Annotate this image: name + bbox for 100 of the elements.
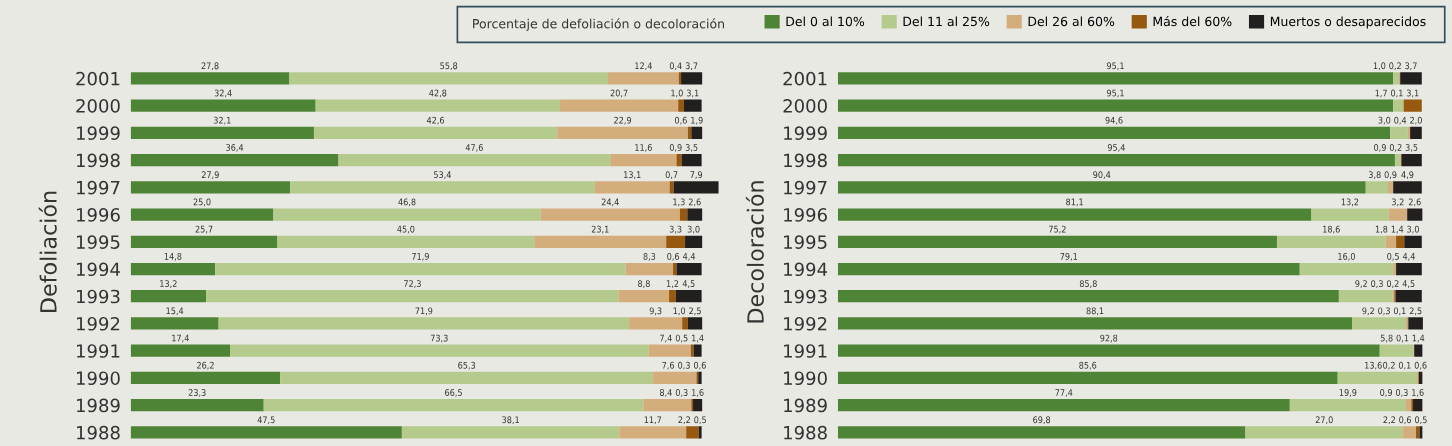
data-label: 3,3 xyxy=(669,225,682,234)
data-label: 0,1 xyxy=(1398,361,1411,370)
data-label: 90,4 xyxy=(1093,171,1111,179)
y-tick-label: 1997 xyxy=(76,180,120,195)
data-label: 3,0 xyxy=(687,225,700,234)
y-tick-label: 1990 xyxy=(76,371,120,386)
data-label: 5,8 xyxy=(1380,334,1393,343)
legend-title: Porcentaje de defoliación o decoloración xyxy=(473,18,724,31)
data-label: 3,7 xyxy=(685,62,698,71)
data-label: 13,6 xyxy=(1365,361,1382,370)
data-label: 0,9 xyxy=(1374,144,1386,152)
data-label: 36,4 xyxy=(226,144,244,152)
data-label: 0,3 xyxy=(1371,280,1383,288)
data-label: 3,5 xyxy=(1405,144,1418,152)
data-label: 3,1 xyxy=(1406,89,1419,98)
y-tick-label: 1999 xyxy=(784,126,827,140)
data-label: 42,8 xyxy=(429,89,447,98)
y-tick-label: 1998 xyxy=(784,153,827,168)
data-label: 92,8 xyxy=(1100,334,1118,343)
data-label: 94,6 xyxy=(1105,116,1123,125)
data-label: 15,4 xyxy=(166,307,184,316)
data-label: 7,9 xyxy=(690,171,703,179)
y-tick-label: 1994 xyxy=(76,262,120,277)
data-label: 2,0 xyxy=(1410,116,1422,125)
data-label: 0,1 xyxy=(1391,89,1403,98)
data-label: 0,1 xyxy=(1396,334,1409,343)
y-tick-label: 1989 xyxy=(784,398,827,413)
data-label: 0,2 xyxy=(1386,280,1399,288)
y-tick-label: 1997 xyxy=(784,180,827,195)
data-label: 0,5 xyxy=(694,416,706,425)
data-label: 25,7 xyxy=(195,225,213,234)
data-label: 71,9 xyxy=(412,252,429,261)
data-label: 2,5 xyxy=(689,307,701,316)
y-tick-label: 1998 xyxy=(76,153,120,168)
data-label: 9,3 xyxy=(649,307,662,316)
data-label: 22,9 xyxy=(614,116,632,125)
y-tick-label: 2000 xyxy=(783,99,827,113)
data-label: 12,4 xyxy=(635,62,652,71)
y-axis-title: Defoliación xyxy=(38,191,57,312)
data-label: 81,1 xyxy=(1066,198,1083,207)
y-tick-label: 1990 xyxy=(784,371,827,386)
data-label: 77,4 xyxy=(1055,389,1073,397)
y-tick-label: 1996 xyxy=(76,208,120,222)
data-label: 13,2 xyxy=(1341,198,1359,207)
data-label: 0,5 xyxy=(675,334,688,343)
data-label: 3,2 xyxy=(1392,198,1404,207)
data-label: 0,2 xyxy=(1389,62,1401,71)
y-tick-label: 1991 xyxy=(76,344,120,358)
data-label: 32,1 xyxy=(213,116,231,125)
data-label: 1,3 xyxy=(673,198,685,207)
data-label: 4,4 xyxy=(682,253,696,261)
data-label: 4,5 xyxy=(682,280,695,288)
data-label: 71,9 xyxy=(415,307,433,316)
data-label: 3,8 xyxy=(1368,171,1381,179)
y-tick-label: 1999 xyxy=(76,126,120,140)
y-tick-label: 1993 xyxy=(76,289,120,304)
data-label: 0,2 xyxy=(1389,144,1402,152)
data-label: 85,6 xyxy=(1079,361,1097,370)
data-label: 1,0 xyxy=(673,307,686,316)
data-label: 95,1 xyxy=(1106,62,1124,71)
data-label: 1,2 xyxy=(666,280,679,288)
data-label: 79,1 xyxy=(1060,252,1078,261)
data-label: 23,1 xyxy=(591,225,609,234)
data-label: 9,2 xyxy=(1355,280,1367,288)
data-label: 19,9 xyxy=(1339,389,1357,397)
data-label: 0,5 xyxy=(1387,252,1399,261)
legend-label: Del 11 al 25% xyxy=(903,16,990,27)
data-label: 3,7 xyxy=(1405,62,1417,71)
data-label: 0,3 xyxy=(678,361,690,370)
data-label: 8,8 xyxy=(638,280,650,288)
y-tick-label: 1995 xyxy=(76,235,120,249)
y-tick-label: 1988 xyxy=(784,425,827,440)
data-label: 1,4 xyxy=(692,334,704,343)
legend-label: Muertos o desaparecidos xyxy=(1270,16,1426,29)
data-label: 20,7 xyxy=(610,89,628,98)
y-tick-label: 1994 xyxy=(784,262,828,277)
legend-label: Más del 60% xyxy=(1153,15,1232,27)
y-tick-label: 1992 xyxy=(76,316,120,331)
data-label: 2,5 xyxy=(1409,307,1422,316)
y-tick-label: 1992 xyxy=(784,316,827,331)
data-label: 2,2 xyxy=(1383,416,1395,425)
data-label: 69,8 xyxy=(1033,416,1051,425)
data-label: 7,4 xyxy=(660,334,672,343)
data-label: 4,4 xyxy=(1402,253,1415,261)
data-label: 3,1 xyxy=(686,89,699,98)
y-tick-label: 2001 xyxy=(783,71,827,86)
data-label: 1,8 xyxy=(1375,225,1388,234)
data-label: 1,4 xyxy=(1391,225,1404,234)
data-label: 0,6 xyxy=(1414,361,1427,370)
data-label: 95,4 xyxy=(1107,144,1125,152)
data-label: 16,0 xyxy=(1338,252,1355,261)
data-label: 0,2 xyxy=(1383,361,1395,370)
data-label: 53,4 xyxy=(434,171,451,179)
data-label: 0,1 xyxy=(1393,307,1406,316)
data-label: 0,4 xyxy=(1394,116,1407,125)
data-label: 66,5 xyxy=(445,389,462,397)
y-tick-label: 2000 xyxy=(76,99,120,113)
data-label: 75,2 xyxy=(1049,225,1066,234)
data-label: 25,0 xyxy=(193,198,211,207)
data-label: 47,6 xyxy=(465,144,483,152)
